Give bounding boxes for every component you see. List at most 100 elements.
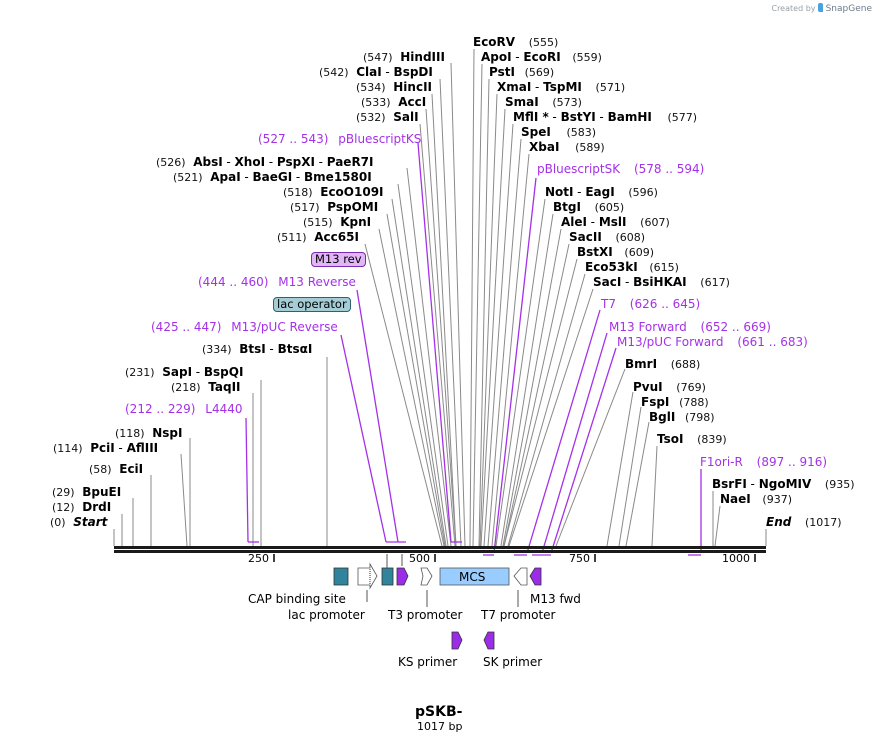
- enzyme-site-bstxi[interactable]: BstXI (609): [577, 245, 654, 260]
- label-t3-promoter: T3 promoter: [388, 608, 463, 622]
- enzyme-site-clai-bspdi[interactable]: (542) ClaI - BspDI: [319, 65, 433, 79]
- enzyme-site-acc65i[interactable]: (511) Acc65I: [277, 230, 359, 245]
- enzyme-site-pcii-afliii[interactable]: (114) PciI - AflIII: [53, 441, 159, 455]
- primer-l4440[interactable]: (212 .. 229) L4440: [125, 402, 243, 416]
- site-pos: (542): [319, 66, 349, 79]
- enzyme-site-pspomi[interactable]: (517) PspOMI: [290, 200, 378, 215]
- site-pos: (569): [524, 66, 555, 79]
- t3-promoter-feature[interactable]: [420, 567, 433, 586]
- ks-primer-feature[interactable]: [451, 631, 463, 650]
- enzyme-site-btgi[interactable]: BtgI (605): [553, 200, 624, 215]
- enzyme-site-taqii[interactable]: (218) TaqII: [171, 380, 241, 395]
- enzyme-name: MflI *: [513, 110, 549, 124]
- enzyme-site-btsi-btsai[interactable]: (334) BtsI - BtsαI: [202, 342, 313, 356]
- primer-range: (626 .. 645): [629, 297, 701, 311]
- primer-f1ori-r[interactable]: F1ori-R (897 .. 916): [700, 455, 827, 469]
- site-pos: (29): [52, 486, 75, 499]
- primer-m13-puc-forward[interactable]: M13/pUC Forward (661 .. 683): [617, 335, 808, 349]
- enzyme-site-naei[interactable]: NaeI (937): [720, 492, 792, 507]
- primer-t7[interactable]: T7 (626 .. 645): [601, 297, 700, 311]
- enzyme-site-apoi-ecori[interactable]: ApoI - EcoRI (559): [481, 50, 602, 64]
- primer-m13-forward[interactable]: M13 Forward (652 .. 669): [609, 320, 771, 334]
- enzyme-site-saci-bsihkai[interactable]: SacI - BsiHKAI (617): [593, 275, 730, 289]
- primer-range: (652 .. 669): [700, 320, 771, 334]
- enzyme-site-alei-msli[interactable]: AleI - MslI (607): [561, 215, 670, 229]
- enzyme-site-noti-eagi[interactable]: NotI - EagI (596): [545, 185, 658, 199]
- enzyme-site-drdi[interactable]: (12) DrdI: [52, 500, 111, 515]
- enzyme-site-ecorv[interactable]: EcoRV (555): [473, 35, 558, 50]
- enzyme-site-absi-xhoi-pspxi-paer7i[interactable]: (526) AbsI - XhoI - PspXI - PaeR7I: [156, 155, 374, 169]
- enzyme-site-sapi-bspqi[interactable]: (231) SapI - BspQI: [125, 365, 244, 379]
- sk-primer-feature[interactable]: [483, 631, 495, 650]
- enzyme-site-psti[interactable]: PstI (569): [489, 65, 554, 80]
- enzyme-name: PaeR7I: [326, 155, 374, 169]
- lac-promoter-feature[interactable]: [357, 562, 378, 590]
- enzyme-name: BaeGI: [252, 170, 293, 184]
- site-pos: (609): [624, 246, 654, 259]
- enzyme-site-sali[interactable]: (532) SalI: [356, 110, 419, 125]
- enzyme-name: PvuI: [633, 380, 663, 394]
- enzyme-site-acci[interactable]: (533) AccI: [361, 95, 426, 110]
- enzyme-site-apai-baegi-bme1580i[interactable]: (521) ApaI - BaeGI - Bme1580I: [173, 170, 372, 184]
- site-pos: (617): [700, 276, 730, 289]
- enzyme-site-xmai-tspmi[interactable]: XmaI - TspMI (571): [497, 80, 626, 94]
- site-pos: (532): [356, 111, 386, 124]
- site-pos: (583): [566, 126, 597, 139]
- t7-promoter-feature[interactable]: [513, 567, 528, 586]
- enzyme-name: XhoI: [234, 155, 266, 169]
- site-pos: (788): [679, 396, 709, 409]
- enzyme-site-bpuei[interactable]: (29) BpuEI: [52, 485, 121, 500]
- enzyme-site-tsoi[interactable]: TsoI (839): [657, 432, 727, 447]
- enzyme-site-kpni[interactable]: (515) KpnI: [303, 215, 371, 230]
- site-pos: (571): [595, 81, 626, 94]
- enzyme-name: BsiHKAI: [633, 275, 687, 289]
- lac-operator-feature[interactable]: [381, 567, 394, 586]
- enzyme-site-fspi[interactable]: FspI (788): [641, 395, 709, 410]
- end-marker: End (1017): [766, 515, 842, 530]
- m13-fwd-feature[interactable]: [529, 567, 542, 586]
- snapgene-credit: Created by SnapGene: [771, 3, 872, 14]
- enzyme-site-bsrfi-ngomiv[interactable]: BsrFI - NgoMIV (935): [712, 477, 855, 491]
- credit-brand: SnapGene: [825, 4, 872, 14]
- primer-pbluescriptks[interactable]: (527 .. 543) pBluescriptKS: [258, 132, 421, 146]
- enzyme-site-eco53ki[interactable]: Eco53kI (615): [585, 260, 679, 275]
- primer-m13-reverse[interactable]: (444 .. 460) M13 Reverse: [198, 275, 356, 289]
- enzyme-site-sacii[interactable]: SacII (608): [569, 230, 645, 245]
- enzyme-site-xbai[interactable]: XbaI (589): [529, 140, 605, 155]
- enzyme-name: AbsI: [193, 155, 223, 169]
- enzyme-site-hindiii[interactable]: (547) HindIII: [363, 50, 445, 65]
- enzyme-site-pvui[interactable]: PvuI (769): [633, 380, 706, 395]
- end-pos: (1017): [805, 516, 842, 529]
- label-sk-primer: SK primer: [483, 655, 543, 669]
- start-marker: (0) Start: [50, 515, 107, 530]
- enzyme-leader-lines: [113, 48, 767, 547]
- primer-pbluescriptsk[interactable]: pBluescriptSK (578 .. 594): [537, 162, 704, 176]
- enzyme-site-bmri[interactable]: BmrI (688): [625, 357, 700, 372]
- enzyme-site-smai[interactable]: SmaI (573): [505, 95, 582, 110]
- primer-m13-puc-reverse[interactable]: (425 .. 447) M13/pUC Reverse: [151, 320, 338, 334]
- primer-name: M13 Forward: [609, 320, 687, 334]
- enzyme-site-ecii[interactable]: (58) EciI: [89, 462, 143, 477]
- enzyme-name: PstI: [489, 65, 515, 79]
- enzyme-name: KpnI: [340, 215, 372, 229]
- site-pos: (555): [528, 36, 559, 49]
- mcs-feature[interactable]: [439, 567, 510, 586]
- tag-m13-rev[interactable]: M13 rev: [311, 252, 366, 267]
- start-label: Start: [73, 515, 108, 529]
- enzyme-site-hincii[interactable]: (534) HincII: [356, 80, 432, 95]
- enzyme-name: AccI: [398, 95, 427, 109]
- enzyme-name: BspQI: [203, 365, 244, 379]
- enzyme-name: NotI: [545, 185, 574, 199]
- tag-lac-operator[interactable]: lac operator: [273, 297, 351, 312]
- enzyme-site-nspi[interactable]: (118) NspI: [115, 426, 183, 441]
- enzyme-site-bgli[interactable]: BglI (798): [649, 410, 715, 425]
- enzyme-site-spei[interactable]: SpeI (583): [521, 125, 596, 140]
- primer-name: M13/pUC Forward: [617, 335, 724, 349]
- enzyme-name: NgoMIV: [758, 477, 812, 491]
- enzyme-site-mfli-bstyi-bamhi[interactable]: MflI * - BstYI - BamHI (577): [513, 110, 698, 124]
- m13-rev-feature[interactable]: [396, 567, 409, 586]
- primer-name: M13 Reverse: [278, 275, 356, 289]
- primer-range: (425 .. 447): [151, 320, 222, 334]
- enzyme-site-ecoo109i[interactable]: (518) EcoO109I: [283, 185, 384, 200]
- cap-binding-site-feature[interactable]: [333, 567, 349, 586]
